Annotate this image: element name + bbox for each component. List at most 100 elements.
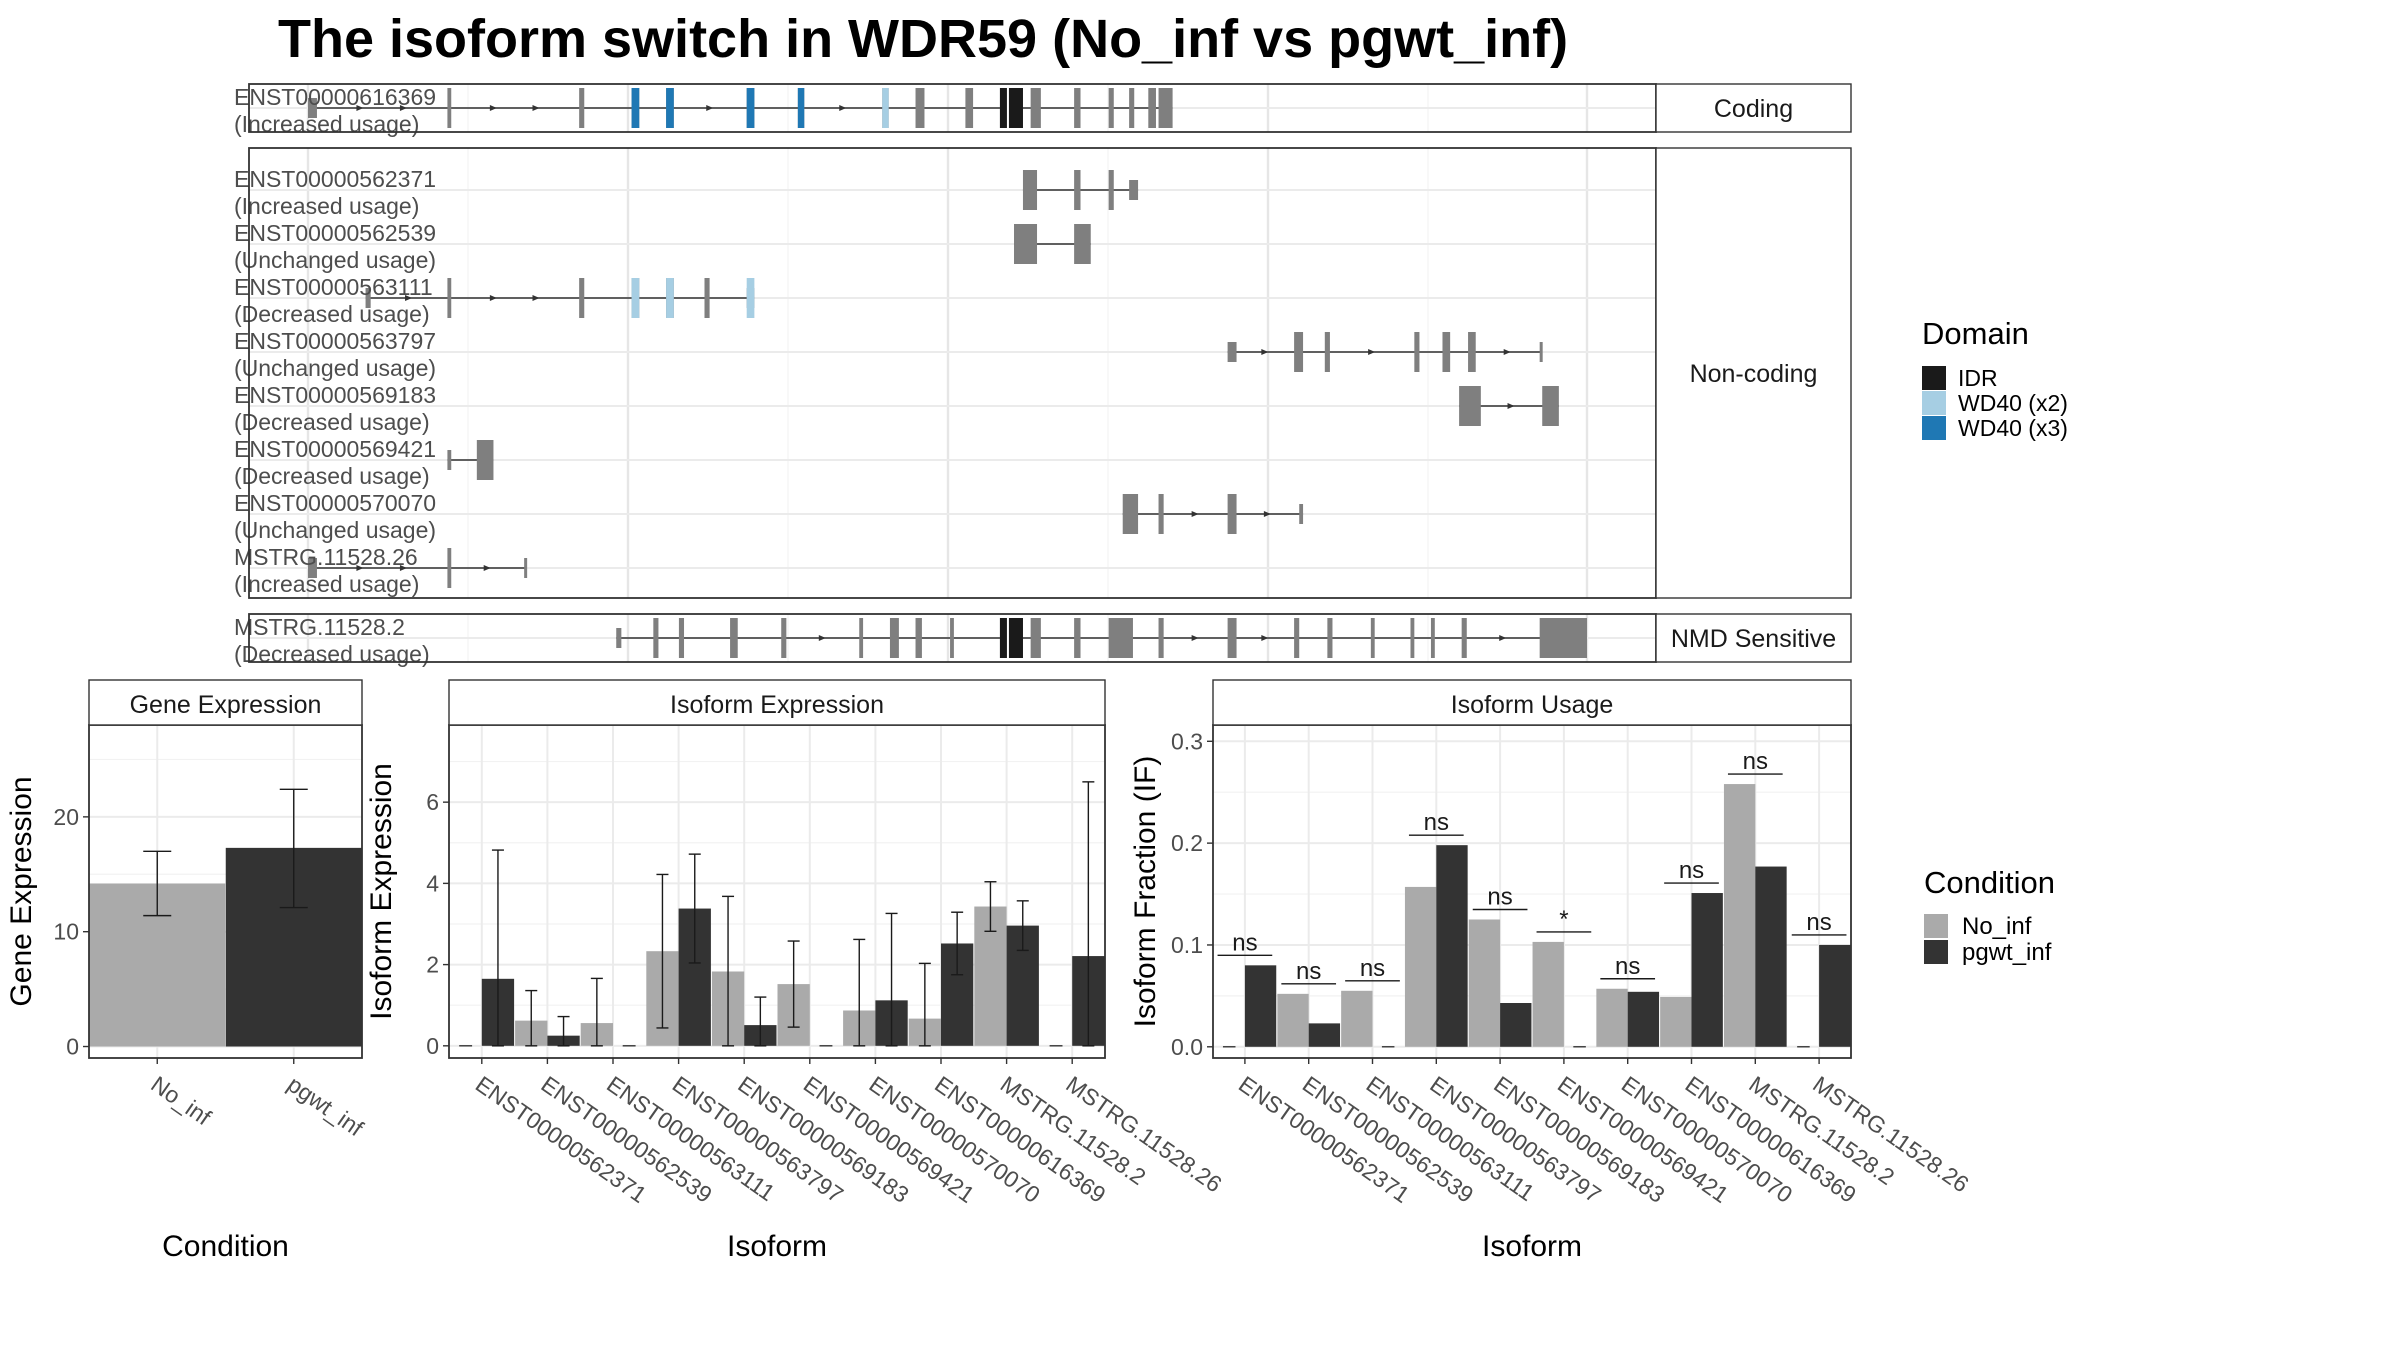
legend-swatch <box>1922 366 1946 390</box>
exon <box>1539 342 1543 362</box>
strand-arrow <box>1263 511 1271 517</box>
panel-title: Isoform Expression <box>670 691 884 719</box>
x-axis-title: Isoform <box>727 1230 827 1263</box>
exon <box>1410 618 1415 658</box>
exon <box>1108 618 1133 658</box>
exon <box>1158 618 1164 658</box>
exon <box>1074 224 1091 264</box>
exon <box>1074 88 1081 128</box>
exon <box>579 278 585 318</box>
exon <box>308 98 317 118</box>
exon <box>915 88 925 128</box>
x-axis-title: Isoform <box>1482 1230 1582 1263</box>
significance-label: ns <box>1424 809 1449 836</box>
y-tick-label: 20 <box>53 804 79 830</box>
strand-arrow <box>532 295 540 301</box>
strand-arrow <box>489 105 497 111</box>
exon <box>1129 180 1139 200</box>
exon <box>950 618 954 658</box>
x-tick-label: No_inf <box>146 1071 216 1131</box>
legend-swatch <box>1922 391 1946 415</box>
isoform-usage-label: (Decreased usage) <box>234 463 430 489</box>
exon <box>1108 170 1114 210</box>
strand-arrow <box>818 635 826 641</box>
significance-label: ns <box>1806 909 1831 936</box>
x-axis-title: Condition <box>162 1230 289 1263</box>
y-tick-label: 0 <box>426 1033 439 1059</box>
exon <box>524 558 528 578</box>
exon <box>1327 618 1333 658</box>
exon <box>1148 88 1156 128</box>
exon <box>1539 618 1587 658</box>
exon <box>1030 618 1041 658</box>
bar-no-inf <box>1723 784 1756 1047</box>
exon <box>1461 618 1467 658</box>
isoform-usage-label: (Decreased usage) <box>234 301 430 327</box>
exon <box>579 88 585 128</box>
exon <box>1430 618 1435 658</box>
isoform-label: ENST00000569183 <box>234 382 436 408</box>
strip-box <box>1212 679 1852 726</box>
isoform-label: ENST00000562539 <box>234 220 436 246</box>
y-tick-label: 6 <box>426 789 439 815</box>
significance-label: ns <box>1615 953 1640 980</box>
domain-wd40-x3- <box>666 88 674 128</box>
domain-idr <box>999 88 1023 128</box>
y-tick-label: 2 <box>426 952 439 978</box>
significance-label: ns <box>1679 857 1704 884</box>
domain-wd40-x2- <box>666 278 674 318</box>
exon <box>1014 224 1038 264</box>
y-tick-label: 0.1 <box>1171 932 1203 958</box>
legend-label: No_inf <box>1962 913 2032 940</box>
y-axis-title: Gene Expression <box>5 776 38 1006</box>
strand-arrow <box>706 105 714 111</box>
exon <box>1542 386 1559 426</box>
bar-pgwt-inf <box>1244 965 1277 1047</box>
exon <box>1108 88 1114 128</box>
domain-wd40-x3- <box>631 88 640 128</box>
y-axis-title: Isoform Fraction (IF) <box>1129 756 1162 1028</box>
exon <box>447 88 452 128</box>
bar-no-inf <box>1532 941 1564 1047</box>
significance-label: ns <box>1296 958 1321 985</box>
domain-wd40-x3- <box>797 88 805 128</box>
significance-label: ns <box>1743 748 1768 775</box>
panel-title: Isoform Usage <box>1451 691 1614 719</box>
legend-label: IDR <box>1958 365 1998 391</box>
isoform-usage-label: (Decreased usage) <box>234 409 430 435</box>
strip-box <box>1655 147 1852 599</box>
y-tick-label: 0 <box>66 1034 79 1060</box>
isoform-usage-label: (Increased usage) <box>234 571 419 597</box>
exon <box>1459 386 1481 426</box>
exon <box>1294 332 1304 372</box>
strand-arrow <box>532 105 540 111</box>
bar-pgwt-inf <box>1691 893 1723 1047</box>
exon <box>1074 170 1081 210</box>
y-tick-label: 4 <box>426 870 439 896</box>
exon <box>915 618 922 658</box>
domain-wd40-x3- <box>746 88 755 128</box>
bar-no-inf <box>1468 919 1501 1047</box>
isoform-usage-label: (Unchanged usage) <box>234 517 436 543</box>
bar-no-inf <box>1341 990 1373 1047</box>
strip-box <box>88 679 363 726</box>
exon <box>653 618 659 658</box>
legend-swatch <box>1924 914 1948 938</box>
isoform-usage-label: (Unchanged usage) <box>234 247 436 273</box>
bar-no-inf <box>1404 886 1437 1047</box>
domain-wd40-x2- <box>882 88 889 128</box>
strand-arrow <box>483 565 491 571</box>
legend-label: WD40 (x2) <box>1958 390 2068 416</box>
y-tick-label: 0.2 <box>1171 830 1203 856</box>
legend-title: Domain <box>1922 316 2029 351</box>
bar-pgwt-inf <box>1500 1003 1532 1047</box>
legend-label: pgwt_inf <box>1962 939 2052 966</box>
significance-label: ns <box>1487 884 1512 911</box>
isoform-label: ENST00000563797 <box>234 328 436 354</box>
exon <box>1129 88 1135 128</box>
exon <box>1468 332 1476 372</box>
bar-pgwt-inf <box>1755 866 1787 1047</box>
exon <box>476 440 494 480</box>
